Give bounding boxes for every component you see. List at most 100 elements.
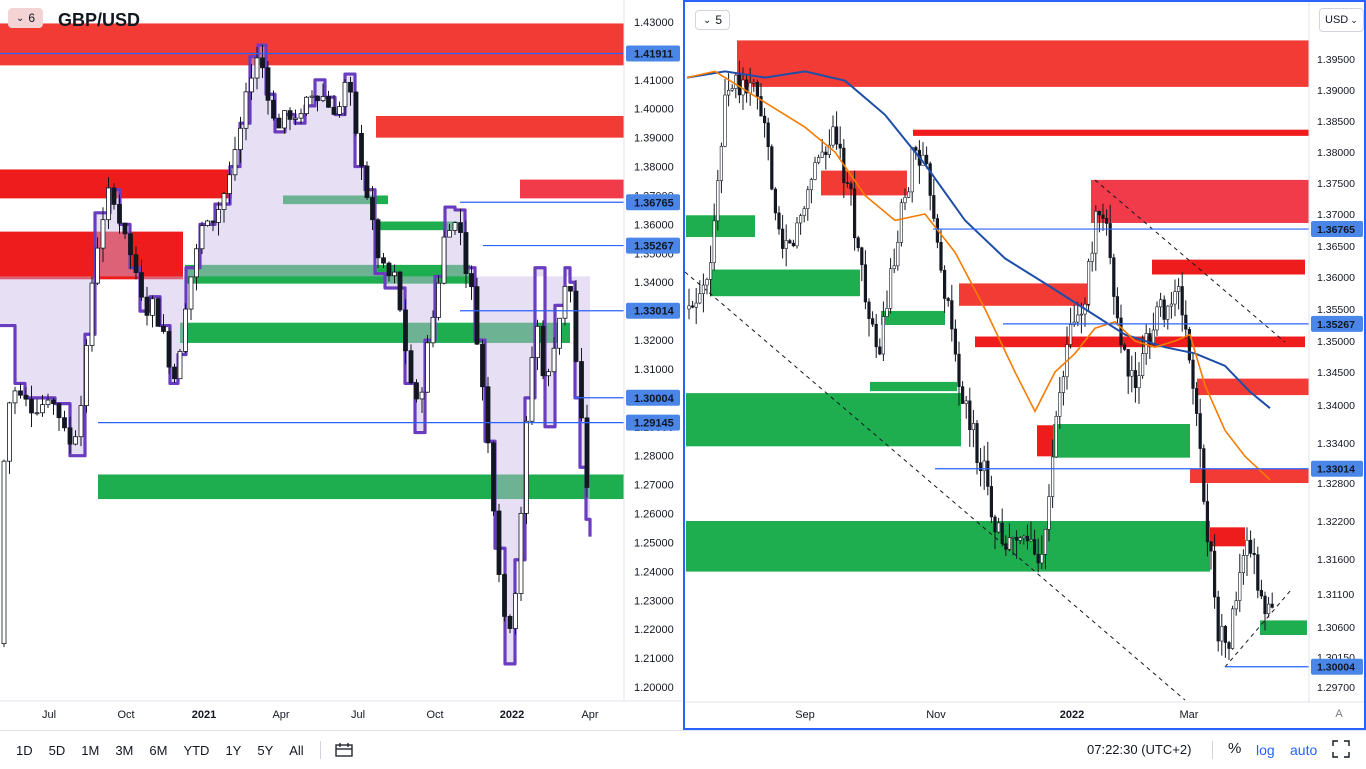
- price-level-label: 1.35267: [1317, 319, 1355, 331]
- clock-readout[interactable]: 07:22:30 (UTC+2): [1087, 742, 1192, 757]
- log-scale-button[interactable]: log: [1256, 742, 1275, 758]
- candle: [95, 247, 100, 284]
- price-tick-label: 1.23000: [634, 595, 674, 607]
- price-level-label: 1.36765: [1317, 224, 1355, 236]
- candle: [56, 403, 62, 419]
- price-axis: [1309, 2, 1364, 702]
- layout-toggle-button-right[interactable]: ⌄ 5: [695, 10, 731, 30]
- candle: [1176, 286, 1181, 292]
- auto-scale-toggle[interactable]: auto: [1290, 742, 1318, 758]
- price-level-label: 1.30004: [1317, 662, 1355, 674]
- candle: [1198, 413, 1202, 449]
- currency-selector[interactable]: USD ⌄: [1319, 8, 1364, 32]
- price-label-bg: [1311, 315, 1363, 332]
- candle: [1043, 529, 1048, 555]
- supply-zone: [1210, 527, 1245, 547]
- candle: [853, 188, 857, 239]
- left-chart-canvas[interactable]: 1.430001.420001.410001.400001.390001.380…: [0, 0, 682, 730]
- candle: [845, 182, 850, 184]
- demand-zone: [870, 381, 957, 392]
- candle: [183, 308, 188, 352]
- trendline: [1094, 179, 1286, 343]
- range-1m-button[interactable]: 1M: [81, 742, 100, 758]
- candle: [51, 399, 56, 405]
- candle: [1256, 554, 1260, 591]
- percent-scale-button[interactable]: %: [1228, 740, 1242, 757]
- candle: [40, 404, 45, 414]
- right-chart-canvas[interactable]: 1.39500 1.39000 1.38500 1.38000 1.37500 1.370…: [685, 2, 1364, 728]
- left-chart-pane[interactable]: 1.430001.420001.410001.400001.390001.380…: [0, 0, 682, 730]
- range-1y-button[interactable]: 1Y: [225, 742, 242, 758]
- candle: [1148, 333, 1152, 345]
- toolbar-divider: [1212, 741, 1213, 759]
- range-6m-button[interactable]: 6M: [149, 742, 168, 758]
- candle: [744, 79, 749, 94]
- candle: [84, 345, 89, 407]
- candle: [1180, 286, 1184, 316]
- price-tick-label: 1.32200: [1317, 516, 1355, 528]
- candle: [1086, 261, 1091, 305]
- overlay-area: [0, 45, 590, 664]
- right-chart-pane[interactable]: 1.39500 1.39000 1.38500 1.38000 1.37500 1.370…: [683, 0, 1366, 730]
- candle: [1097, 210, 1102, 216]
- candle: [29, 398, 34, 414]
- price-axis: [624, 0, 682, 700]
- candle: [781, 228, 785, 249]
- layout-toggle-button[interactable]: ⌄ 6: [8, 8, 44, 28]
- date-range-icon[interactable]: [335, 742, 353, 758]
- candle: [271, 99, 276, 119]
- candle: [1029, 539, 1033, 542]
- candle: [78, 405, 84, 438]
- candle: [1126, 349, 1130, 377]
- candle: [309, 95, 315, 98]
- candle: [849, 183, 853, 190]
- candle: [67, 427, 73, 445]
- price-tick-label: 1.31100: [1317, 589, 1354, 601]
- candle: [298, 113, 304, 119]
- candle: [986, 460, 990, 487]
- candle: [502, 574, 507, 617]
- candle: [320, 96, 326, 102]
- range-all-button[interactable]: All: [289, 742, 304, 758]
- candle: [978, 462, 983, 472]
- candle: [463, 232, 469, 274]
- price-tick-label: 1.29700: [1317, 682, 1355, 694]
- candle: [835, 126, 839, 145]
- demand-zone: [881, 310, 945, 325]
- supply-zone: [0, 231, 183, 280]
- candle: [425, 342, 430, 393]
- candle: [469, 273, 474, 288]
- fullscreen-icon[interactable]: [1332, 740, 1350, 763]
- time-tick-label: 2022: [1060, 709, 1084, 721]
- candle: [748, 82, 752, 94]
- candle: [860, 247, 864, 266]
- candle: [1158, 299, 1163, 308]
- range-1d-button[interactable]: 1D: [16, 742, 33, 758]
- price-tick-label: 1.36500: [1317, 241, 1355, 253]
- candle: [507, 615, 513, 629]
- candle: [111, 187, 117, 205]
- price-tick-label: 1.39000: [634, 133, 674, 145]
- candle: [1151, 329, 1156, 345]
- symbol-title: GBP/USD: [58, 10, 141, 30]
- range-5d-button[interactable]: 5D: [48, 742, 66, 758]
- time-tick-label: Oct: [426, 709, 443, 721]
- demand-zone: [180, 322, 570, 343]
- price-tick-label: 1.21000: [634, 653, 674, 665]
- candle: [34, 412, 40, 415]
- candle: [1238, 572, 1242, 601]
- candle: [381, 257, 386, 264]
- supply-zone: [520, 179, 624, 199]
- candle: [150, 298, 155, 316]
- candle: [687, 305, 691, 310]
- range-5y-button[interactable]: 5Y: [257, 742, 274, 758]
- range-ytd-button[interactable]: YTD: [183, 742, 210, 758]
- price-label-bg: [1311, 460, 1363, 477]
- candle: [726, 89, 731, 96]
- candle: [878, 346, 882, 355]
- candle: [370, 197, 375, 221]
- auto-scale-button[interactable]: A: [1335, 708, 1343, 720]
- range-3m-button[interactable]: 3M: [115, 742, 134, 758]
- candle: [896, 242, 900, 267]
- demand-zone: [686, 215, 755, 238]
